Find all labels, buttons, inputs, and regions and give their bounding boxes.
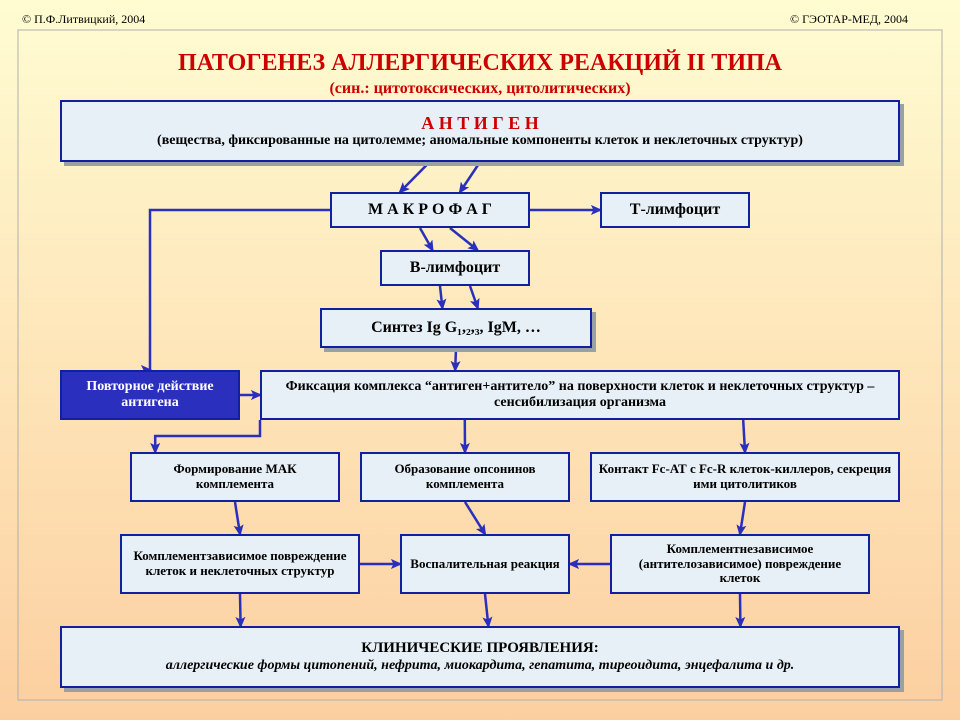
node-opson: Образование опсонинов комплемента — [360, 452, 570, 502]
node-antigen: А Н Т И Г Е Н(вещества, фиксированные на… — [60, 100, 900, 162]
node-compdep: Комплементзависимое повреждение клеток и… — [120, 534, 360, 594]
node-igsynth-title: Синтез Ig G₁,₂,₃, IgM, … — [371, 319, 541, 337]
copyright-left: © П.Ф.Литвицкий, 2004 — [22, 12, 145, 27]
node-antigen-title: А Н Т И Г Е Н — [421, 113, 538, 134]
page-subtitle-text: (син.: цитотоксических, цитолитических) — [329, 80, 630, 98]
node-reentry-title: Повторное действие антигена — [68, 379, 232, 411]
node-blymph: В-лимфоцит — [380, 250, 530, 286]
node-mak: Формирование МАК комплемента — [130, 452, 340, 502]
node-reentry: Повторное действие антигена — [60, 370, 240, 420]
node-inflam-title: Воспалительная реакция — [410, 557, 559, 572]
node-compindep: Комплементнезависимое (антителозависимое… — [610, 534, 870, 594]
page-title-text: ПАТОГЕНЕЗ АЛЛЕРГИЧЕСКИХ РЕАКЦИЙ II ТИПА — [178, 50, 782, 78]
node-compindep-title: Комплементнезависимое (антителозависимое… — [618, 542, 862, 587]
node-fixation-title: Фиксация комплекса “антиген+антитело” на… — [268, 379, 892, 411]
node-fixation: Фиксация комплекса “антиген+антитело” на… — [260, 370, 900, 420]
node-igsynth: Синтез Ig G₁,₂,₃, IgM, … — [320, 308, 592, 348]
node-macrophage: М А К Р О Ф А Г — [330, 192, 530, 228]
diagram-stage: © П.Ф.Литвицкий, 2004 © ГЭОТАР-МЕД, 2004… — [0, 0, 960, 720]
node-inflam: Воспалительная реакция — [400, 534, 570, 594]
node-clinical-title: КЛИНИЧЕСКИЕ ПРОЯВЛЕНИЯ: — [361, 640, 598, 657]
node-clinical: КЛИНИЧЕСКИЕ ПРОЯВЛЕНИЯ:аллергические фор… — [60, 626, 900, 688]
node-fcat: Контакт Fc-АТ с Fc-R клеток-киллеров, се… — [590, 452, 900, 502]
node-mak-title: Формирование МАК комплемента — [138, 462, 332, 492]
node-clinical-sub: аллергические формы цитопений, нефрита, … — [166, 658, 795, 674]
page-subtitle: (син.: цитотоксических, цитолитических) — [0, 76, 960, 102]
node-tlymph-title: Т-лимфоцит — [630, 201, 720, 219]
node-compdep-title: Комплементзависимое повреждение клеток и… — [128, 549, 352, 579]
node-opson-title: Образование опсонинов комплемента — [368, 462, 562, 492]
node-fcat-title: Контакт Fc-АТ с Fc-R клеток-киллеров, се… — [598, 462, 892, 492]
node-blymph-title: В-лимфоцит — [410, 259, 500, 277]
node-macrophage-title: М А К Р О Ф А Г — [368, 201, 492, 219]
copyright-right: © ГЭОТАР-МЕД, 2004 — [790, 12, 908, 27]
node-tlymph: Т-лимфоцит — [600, 192, 750, 228]
node-antigen-sub: (вещества, фиксированные на цитолемме; а… — [157, 133, 803, 149]
